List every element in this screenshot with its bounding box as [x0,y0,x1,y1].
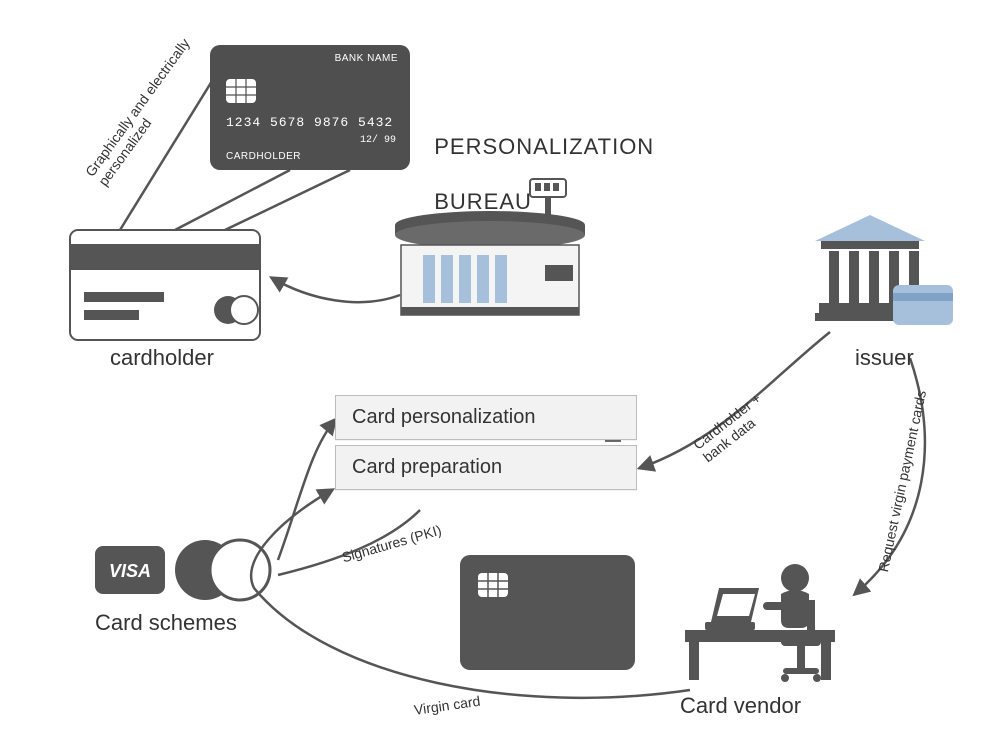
credit-card-holder: CARDHOLDER [226,151,301,162]
issuer-label: issuer [855,345,914,371]
cardholder-icon [70,230,260,340]
credit-card-number: 1234 5678 9876 5432 [226,115,393,130]
title-line2: BUREAU [434,189,532,214]
svg-text:VISA: VISA [109,561,151,581]
virgin-card-icon [460,555,635,670]
box-personalization: Card personalization [335,395,637,440]
card-vendor-icon [685,564,835,682]
card-vendor-label: Card vendor [680,693,801,719]
issuer-icon [815,215,953,325]
diagram-stage: { "type": "flowchart", "canvas": {"w":10… [0,0,1000,750]
box-preparation: Card preparation [335,445,637,490]
credit-card-bank: BANK NAME [335,53,398,64]
title: PERSONALIZATION BUREAU [420,105,654,215]
chip-icon [226,79,256,103]
credit-card-expiry: 12/ 99 [360,135,396,146]
credit-card: BANK NAME 1234 5678 9876 5432 12/ 99 CAR… [210,45,410,170]
card-schemes-label: Card schemes [95,610,237,636]
title-line1: PERSONALIZATION [434,134,654,159]
cardholder-label: cardholder [110,345,214,371]
card-schemes-icon: VISA [95,540,270,600]
